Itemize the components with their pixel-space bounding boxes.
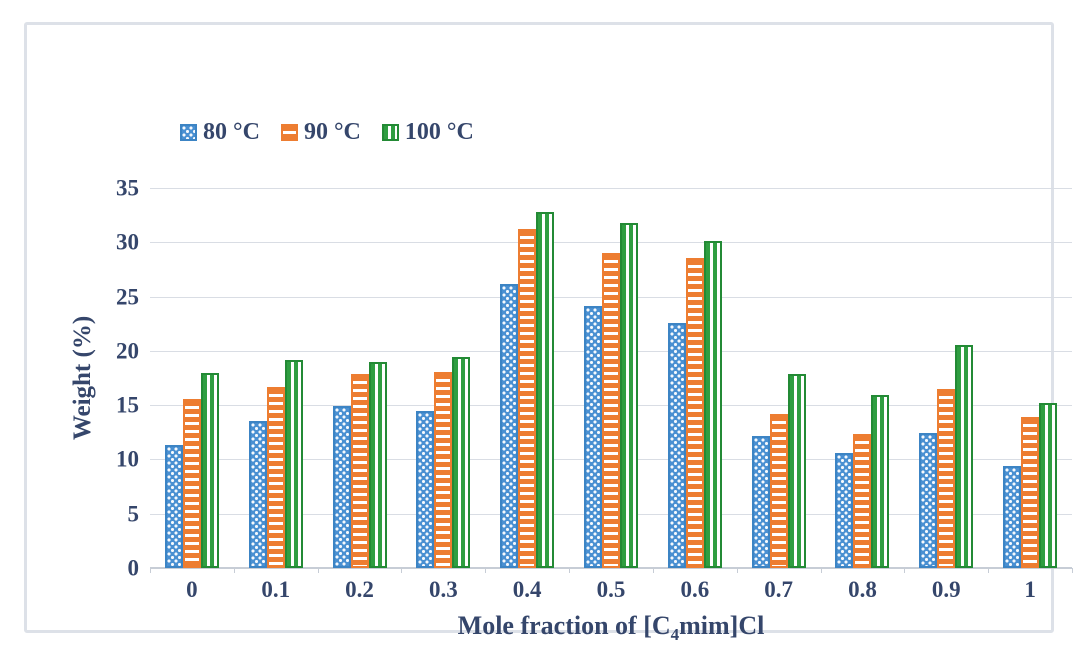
y-axis-tick-label-35: 35	[116, 175, 139, 201]
x-axis-tick-label-0.7: 0.7	[764, 577, 793, 602]
x-axis-tick-mark	[150, 568, 151, 573]
x-axis-tick-label-0.3: 0.3	[428, 577, 458, 602]
bar-80C-x0.5	[584, 306, 602, 568]
y-axis-tick-label-0: 0	[127, 555, 140, 581]
x-axis-tick-mark	[904, 568, 906, 573]
legend-swatch-h-stripes-icon	[280, 123, 298, 141]
bar-80C-x0.6	[667, 322, 686, 568]
legend-item-90C: 90 °C	[280, 119, 361, 145]
x-axis-tick-label-0.8: 0.8	[848, 577, 877, 602]
bar-100C-x1	[1039, 402, 1058, 568]
bar-90C-x0.3	[434, 371, 453, 568]
bar-80C-x1	[1003, 465, 1022, 568]
bar-80C-x0.9	[919, 433, 938, 568]
gridline-35	[150, 188, 1072, 189]
legend-swatch-dots-icon	[180, 123, 197, 141]
y-axis-tick-label-30: 30	[116, 229, 139, 255]
bar-100C-x0.1	[284, 359, 303, 568]
bar-80C-x0.3	[416, 410, 435, 568]
bar-90C-x1	[1021, 417, 1040, 568]
x-axis-tick-label-1: 1	[1024, 577, 1036, 602]
x-axis-title-sub: 4	[670, 625, 680, 645]
x-axis-tick-mark	[317, 568, 319, 573]
legend-item-100C: 100 °C	[381, 119, 474, 145]
bar-100C-x0.6	[703, 241, 722, 568]
x-axis-tick-label-0.4: 0.4	[512, 577, 542, 602]
bar-80C-x0.8	[835, 452, 854, 568]
legend-item-80C: 80 °C	[180, 120, 260, 144]
chart-frame: 80 °C 90 °C 100 °C Weight (%) 0 5 10 15 20 25 30…	[24, 22, 1073, 644]
x-axis-tick-label-0.9: 0.9	[931, 577, 961, 602]
y-axis-tick-label-20: 20	[116, 338, 139, 364]
bar-90C-x0.5	[602, 253, 620, 568]
bar-80C-x0	[164, 445, 183, 568]
bar-80C-x0.2	[332, 406, 351, 568]
bar-100C-x0.4	[536, 211, 555, 568]
x-axis-tick-mark	[401, 568, 403, 573]
gridline-30	[150, 242, 1072, 244]
x-axis-tick-label-0.6: 0.6	[680, 577, 710, 602]
x-axis-tick-mark	[736, 568, 738, 573]
y-axis-tick-label-5: 5	[127, 501, 140, 527]
y-axis-tick-labels: 0 5 10 15 20 25 30 35	[85, 177, 140, 580]
x-axis-tick-mark	[988, 568, 990, 573]
x-axis-tick-mark	[569, 568, 571, 573]
x-axis-title: Mole fraction of [C4mim]Cl	[458, 611, 765, 645]
x-axis-tick-mark	[652, 568, 654, 573]
x-axis-tick-mark	[485, 568, 487, 573]
legend: 80 °C 90 °C 100 °C	[180, 120, 474, 144]
bar-90C-x0.9	[937, 388, 956, 568]
legend-label: 100 °C	[404, 119, 474, 145]
bar-90C-x0.7	[769, 413, 788, 568]
bar-80C-x0.1	[248, 421, 267, 568]
legend-swatch-v-stripes-icon	[381, 123, 399, 141]
bar-100C-x0	[200, 372, 219, 568]
y-axis-tick-label-25: 25	[116, 284, 139, 310]
bar-90C-x0	[182, 398, 201, 568]
bar-100C-x0.3	[452, 357, 471, 568]
x-axis-title-pre: Mole fraction of [C	[457, 611, 671, 640]
bar-100C-x0.8	[871, 395, 890, 568]
x-axis-tick-mark	[1072, 568, 1073, 573]
legend-label: 90 °C	[303, 119, 361, 145]
x-axis-title-post: mim]Cl	[679, 611, 765, 640]
x-axis-tick-labels: 0 0.1 0.2 0.3 0.4 0.5 0.6 0.7 0.8 0.9 1	[150, 578, 1072, 608]
x-axis-tick-mark	[820, 568, 822, 573]
x-axis-line	[150, 567, 1072, 569]
y-axis-tick-label-15: 15	[116, 392, 139, 418]
bar-90C-x0.4	[518, 229, 537, 568]
bar-90C-x0.6	[685, 257, 704, 568]
bar-90C-x0.1	[266, 386, 285, 568]
bar-90C-x0.2	[350, 373, 369, 568]
x-axis-tick-label-0.2: 0.2	[345, 577, 374, 602]
x-axis-tick-label-0.5: 0.5	[596, 577, 626, 602]
bar-90C-x0.8	[853, 434, 872, 568]
bar-80C-x0.7	[751, 435, 770, 568]
x-axis-tick-label-0.1: 0.1	[261, 577, 291, 602]
bar-100C-x0.9	[955, 345, 974, 568]
bar-80C-x0.4	[500, 283, 519, 568]
plot-area	[150, 188, 1073, 573]
x-axis-tick-mark	[233, 568, 235, 573]
bar-100C-x0.2	[368, 361, 387, 568]
legend-label: 80 °C	[203, 119, 260, 145]
bar-100C-x0.5	[620, 222, 638, 568]
bar-100C-x0.7	[787, 373, 806, 568]
y-axis-tick-label-10: 10	[116, 446, 139, 472]
x-axis-tick-label-0: 0	[186, 577, 198, 602]
